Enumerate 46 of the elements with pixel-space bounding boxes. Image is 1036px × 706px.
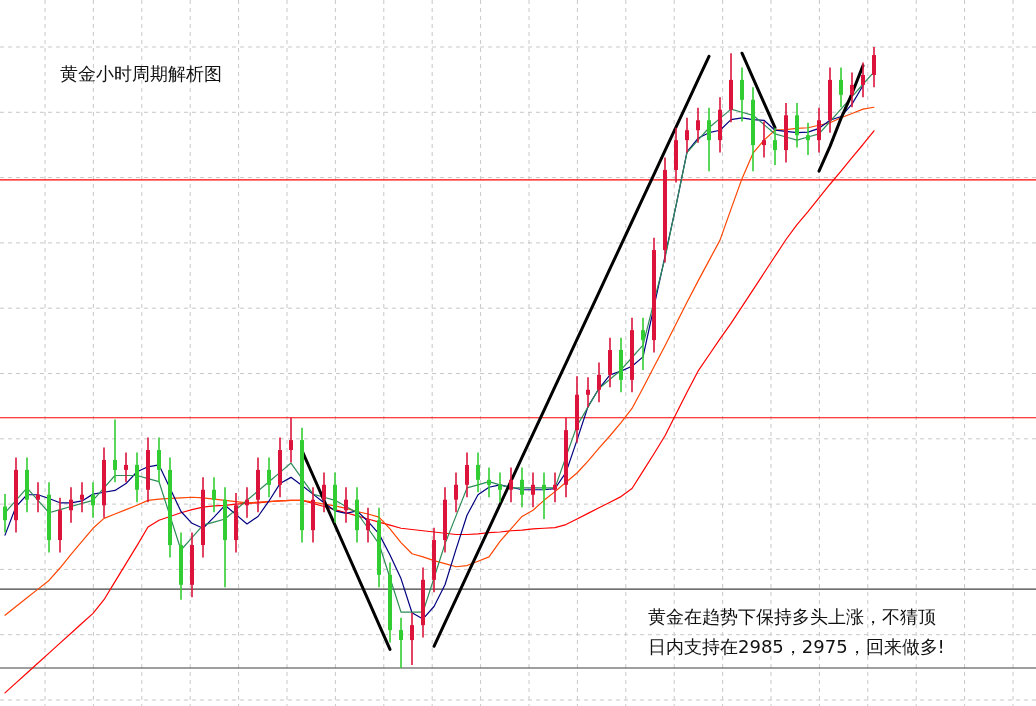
candlestick [795, 102, 799, 149]
candlestick [542, 471, 546, 520]
candlestick [212, 476, 216, 513]
candlestick [531, 471, 535, 508]
candlestick [465, 451, 469, 499]
candlestick [839, 66, 843, 109]
candlestick [641, 316, 645, 371]
candlestick [553, 471, 557, 503]
candlestick [113, 418, 117, 484]
candlestick [850, 71, 854, 109]
candlestick [157, 436, 161, 484]
candlestick [124, 451, 128, 484]
candlestick [322, 471, 326, 513]
candlestick [69, 486, 73, 524]
candlestick [597, 361, 601, 404]
candlestick [399, 616, 403, 669]
annotation: 日内支持在2985，2975，回来做多! [648, 636, 945, 657]
candlestick [91, 481, 95, 519]
candlestick [454, 471, 458, 513]
candlestick [410, 611, 414, 666]
candlestick [289, 416, 293, 464]
candlestick [366, 506, 370, 544]
candlestick [498, 471, 502, 503]
candlestick [685, 116, 689, 154]
candlestick [696, 107, 700, 144]
candlestick [586, 376, 590, 408]
candlestick [806, 121, 810, 156]
candlestick [861, 61, 865, 99]
candlestick [740, 66, 744, 123]
annotation: 黄金在趋势下保持多头上涨，不猜顶 [648, 606, 936, 627]
candlestick [80, 481, 84, 513]
candlestick [3, 493, 7, 534]
candlestick [872, 46, 876, 89]
candlestick [36, 481, 40, 513]
candlestick [267, 456, 271, 499]
candlestick [509, 466, 513, 503]
candlestick [476, 451, 480, 494]
candlestick [817, 107, 821, 154]
candlestick [773, 126, 777, 166]
candlestick [520, 466, 524, 508]
text: 黄金小时周期解析图 [60, 63, 222, 84]
candlestick [707, 107, 711, 172]
candlestick [245, 486, 249, 519]
candlestick [344, 486, 348, 524]
candlestick [487, 466, 491, 499]
candlestick [762, 120, 766, 159]
